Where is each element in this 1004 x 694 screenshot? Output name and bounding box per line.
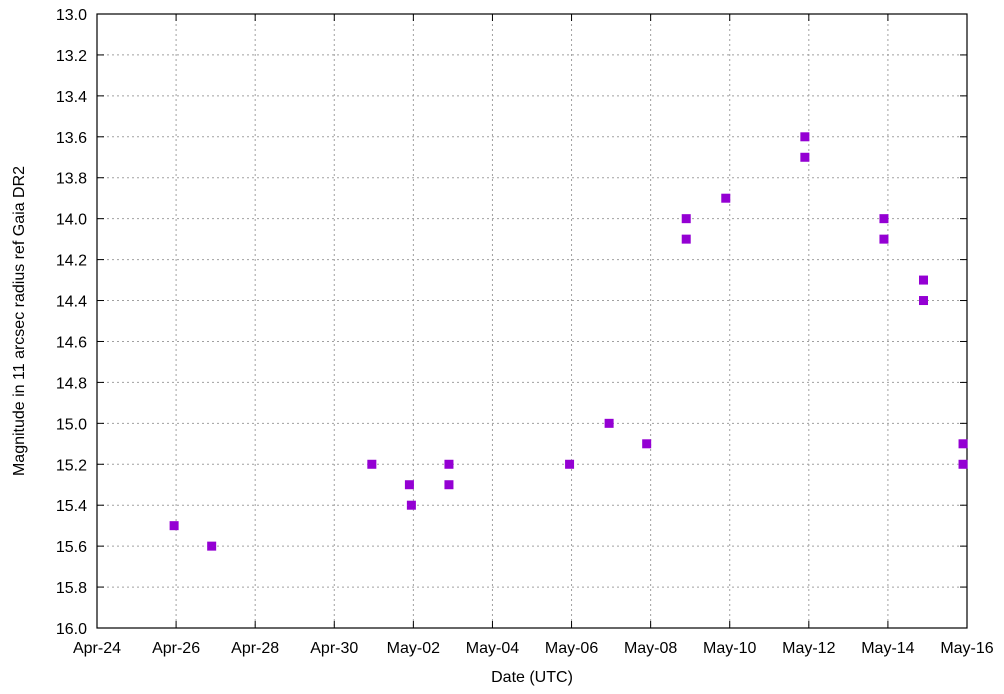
x-tick-label: May-10 <box>703 640 756 657</box>
x-tick-label: Apr-24 <box>73 640 121 657</box>
data-point-marker <box>958 439 968 449</box>
data-point-marker <box>681 214 691 224</box>
x-tick-label: May-04 <box>466 640 519 657</box>
data-point-marker <box>721 193 731 203</box>
data-point-marker <box>642 439 652 449</box>
y-tick-label: 15.4 <box>56 498 87 515</box>
y-tick-label: 15.6 <box>56 539 87 556</box>
x-tick-label: Apr-28 <box>231 640 279 657</box>
data-point-marker <box>604 418 614 428</box>
y-tick-label: 13.0 <box>56 7 87 24</box>
y-tick-label: 15.2 <box>56 457 87 474</box>
data-point-marker <box>207 541 217 551</box>
data-point-marker <box>800 132 810 142</box>
y-axis-label: Magnitude in 11 arcsec radius ref Gaia D… <box>11 166 28 476</box>
y-tick-label: 14.4 <box>56 294 87 311</box>
data-point-marker <box>444 480 454 490</box>
y-tick-label: 16.0 <box>56 621 87 638</box>
x-axis-label: Date (UTC) <box>491 669 573 686</box>
x-tick-labels: Apr-24 Apr-26 Apr-28 Apr-30 May-02 May-04 May-… <box>73 640 994 657</box>
x-tick-label: May-16 <box>940 640 993 657</box>
data-point-marker <box>169 521 179 531</box>
data-point-marker <box>879 214 889 224</box>
data-point-marker <box>879 234 889 244</box>
y-tick-label: 13.4 <box>56 89 87 106</box>
data-point-marker <box>367 459 377 469</box>
data-point-marker <box>444 459 454 469</box>
y-tick-label: 14.0 <box>56 212 87 229</box>
x-tick-label: May-08 <box>624 640 677 657</box>
y-tick-labels: 13.0 13.2 13.4 13.6 13.8 14.0 14.2 14.4 14.6 14.8… <box>56 7 87 638</box>
y-tick-label: 15.8 <box>56 580 87 597</box>
y-tick-label: 13.8 <box>56 171 87 188</box>
data-point-marker <box>919 275 928 285</box>
x-tick-label: May-14 <box>861 640 914 657</box>
x-tick-label: May-06 <box>545 640 598 657</box>
x-tick-label: Apr-30 <box>310 640 358 657</box>
y-tick-label: 15.0 <box>56 416 87 433</box>
grid-layer <box>97 14 967 628</box>
tick-layer <box>96 13 968 629</box>
data-points <box>169 132 968 551</box>
y-tick-label: 13.6 <box>56 130 87 147</box>
data-point-marker <box>681 234 691 244</box>
y-tick-label: 14.8 <box>56 375 87 392</box>
x-tick-label: May-02 <box>387 640 440 657</box>
plot-frame <box>96 13 968 629</box>
data-point-marker <box>919 296 928 306</box>
data-point-marker <box>800 152 810 162</box>
x-tick-label: Apr-26 <box>152 640 200 657</box>
y-tick-label: 13.2 <box>56 48 87 65</box>
data-point-marker <box>404 480 414 490</box>
y-tick-label: 14.6 <box>56 334 87 351</box>
data-point-marker <box>406 500 416 510</box>
data-point-marker <box>565 459 575 469</box>
x-tick-label: May-12 <box>782 640 835 657</box>
data-point-marker <box>958 459 968 469</box>
y-tick-label: 14.2 <box>56 253 87 270</box>
